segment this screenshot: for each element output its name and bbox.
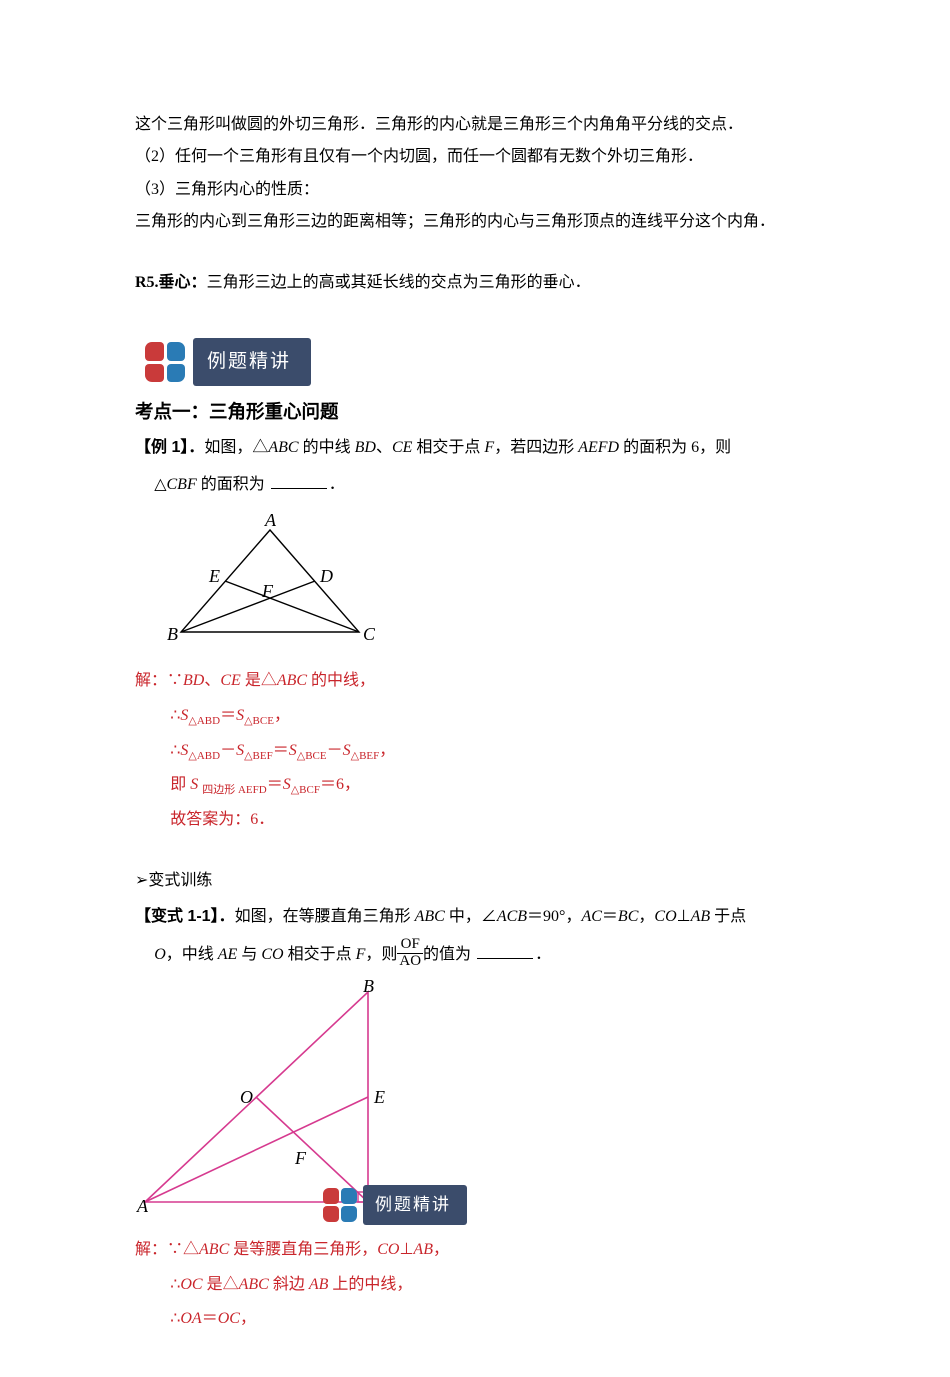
example-1-line1: 【例 1】．如图，△ABC 的中线 BD、CE 相交于点 F，若四边形 AEFD… bbox=[135, 433, 815, 463]
blank-1 bbox=[271, 474, 327, 488]
fraction-of-ao: OFAO bbox=[397, 937, 423, 970]
variant-1-1-line1: 【变式 1-1】．如图，在等腰直角三角形 ABC 中，∠ACB＝90°，AC＝B… bbox=[135, 902, 815, 932]
svg-text:E: E bbox=[208, 566, 220, 586]
intro-p3: （3）三角形内心的性质： bbox=[135, 175, 815, 205]
svg-text:C: C bbox=[363, 624, 375, 644]
svg-text:A: A bbox=[136, 1196, 149, 1216]
sol2-l3: ∴OA＝OC， bbox=[135, 1302, 815, 1336]
figure-2-wrap: A B C E F O 例题精讲 bbox=[135, 980, 815, 1231]
figure-1: A B C E D F bbox=[165, 512, 815, 658]
svg-text:D: D bbox=[319, 566, 333, 586]
svg-text:O: O bbox=[240, 1087, 253, 1107]
variant-1-1-label: 【变式 1-1】． bbox=[135, 908, 235, 925]
r5-row: R5.垂心：三角形三边上的高或其延长线的交点为三角形的垂心． bbox=[135, 268, 815, 298]
r5-text: 三角形三边上的高或其延长线的交点为三角形的垂心． bbox=[207, 274, 591, 291]
variant-heading: ➢变式训练 bbox=[135, 866, 815, 896]
sol1-l3: ∴S△ABD－S△BEF＝S△BCE－S△BEF， bbox=[135, 734, 815, 769]
intro-p1: 这个三角形叫做圆的外切三角形．三角形的内心就是三角形三个内角角平分线的交点． bbox=[135, 110, 815, 140]
sol1-l4: 即 S 四边形 AEFD＝S△BCF＝6， bbox=[135, 768, 815, 803]
solution-2: 解：∵△ABC 是等腰直角三角形，CO⊥AB， ∴OC 是△ABC 斜边 AB … bbox=[135, 1233, 815, 1336]
svg-text:F: F bbox=[261, 581, 274, 601]
svg-text:B: B bbox=[167, 624, 178, 644]
intro-p4: 三角形的内心到三角形三边的距离相等；三角形的内心与三角形顶点的连线平分这个内角． bbox=[135, 207, 815, 237]
svg-text:A: A bbox=[264, 512, 277, 530]
badge-label-inline: 例题精讲 bbox=[363, 1185, 467, 1225]
svg-text:E: E bbox=[373, 1087, 385, 1107]
sol2-l2: ∴OC 是△ABC 斜边 AB 上的中线， bbox=[135, 1268, 815, 1302]
badge-grid-icon-small bbox=[323, 1188, 357, 1222]
badge-label: 例题精讲 bbox=[193, 338, 311, 386]
solution-1: 解：∵BD、CE 是△ABC 的中线， ∴S△ABD＝S△BCE， ∴S△ABD… bbox=[135, 664, 815, 837]
svg-text:F: F bbox=[294, 1148, 307, 1168]
badge-example-heading: 例题精讲 bbox=[135, 338, 815, 386]
topic-1-heading: 考点一：三角形重心问题 bbox=[135, 394, 815, 429]
badge-grid-icon bbox=[145, 342, 185, 382]
variant-1-1-line2: O，中线 AE 与 CO 相交于点 F，则OFAO的值为 ． bbox=[135, 934, 815, 976]
svg-text:B: B bbox=[363, 980, 374, 996]
intro-p2: （2）任何一个三角形有且仅有一个内切圆，而任一个圆都有无数个外切三角形． bbox=[135, 142, 815, 172]
sol1-l5: 故答案为：6． bbox=[135, 803, 815, 837]
example-1-label: 【例 1】． bbox=[135, 439, 204, 456]
r5-label: R5.垂心： bbox=[135, 274, 207, 291]
badge-example-heading-inline: 例题精讲 bbox=[323, 1185, 467, 1225]
sol1-l2: ∴S△ABD＝S△BCE， bbox=[135, 699, 815, 734]
figure-2: A B C E F O bbox=[135, 980, 815, 1231]
example-1-line2: △CBF 的面积为 ． bbox=[135, 466, 815, 504]
sol2-l1: 解：∵△ABC 是等腰直角三角形，CO⊥AB， bbox=[135, 1233, 815, 1267]
sol1-l1: 解：∵BD、CE 是△ABC 的中线， bbox=[135, 664, 815, 698]
blank-2 bbox=[477, 945, 533, 959]
